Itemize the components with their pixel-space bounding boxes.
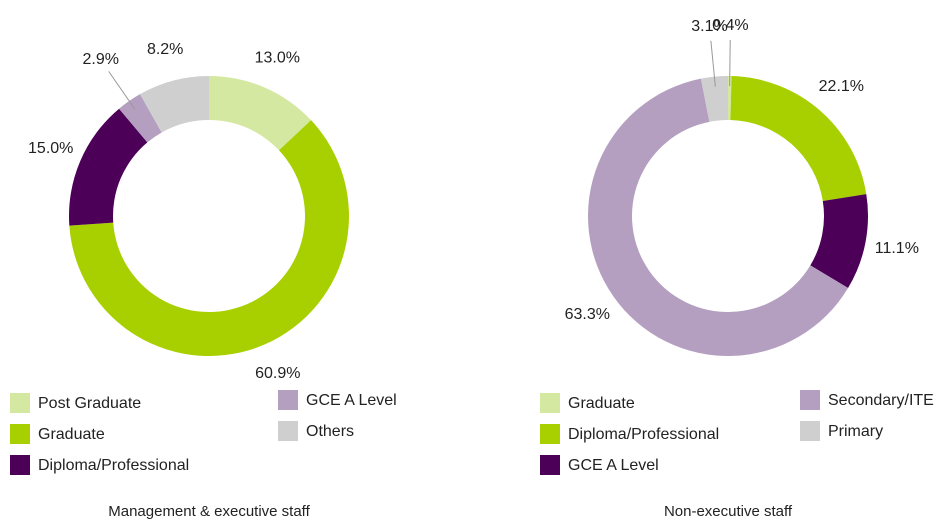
legend-swatch: [800, 421, 820, 441]
donut-segment: [119, 94, 162, 143]
donut-segment: [730, 76, 867, 201]
donut-segment: [700, 76, 728, 122]
donut-segment: [140, 76, 209, 133]
legend-swatch: [10, 424, 30, 444]
data-label: 2.9%: [82, 51, 118, 68]
data-label: 3.1%: [691, 18, 727, 35]
legend-label: GCE A Level: [568, 457, 659, 474]
legend-swatch: [278, 390, 298, 410]
leader-line: [710, 40, 716, 87]
legend-label: Graduate: [38, 426, 105, 443]
data-label: 15.0%: [28, 140, 73, 157]
legend-label: GCE A Level: [306, 392, 397, 409]
legend-label: Others: [306, 423, 354, 440]
data-label: 0.4%: [712, 17, 748, 34]
leader-line: [108, 71, 136, 110]
data-label: 13.0%: [255, 49, 300, 66]
chart-caption: Non-executive staff: [664, 503, 793, 520]
legend-swatch: [10, 393, 30, 413]
donut-segment: [810, 194, 868, 289]
legend-swatch: [10, 455, 30, 475]
data-label: 22.1%: [819, 78, 864, 95]
legend-swatch: [800, 390, 820, 410]
donut-segment: [209, 76, 312, 151]
chart-caption: Management & executive staff: [108, 503, 310, 520]
leader-line: [729, 40, 731, 87]
donut-segment: [728, 76, 732, 121]
legend-label: Secondary/ITE: [828, 392, 934, 409]
donut-segment: [69, 108, 148, 226]
legend-label: Graduate: [568, 395, 635, 412]
legend-swatch: [278, 421, 298, 441]
legend-swatch: [540, 455, 560, 475]
legend-label: Diploma/Professional: [568, 426, 719, 443]
data-label: 60.9%: [255, 365, 300, 382]
legend-swatch: [540, 424, 560, 444]
data-label: 11.1%: [875, 240, 919, 257]
legend-swatch: [540, 393, 560, 413]
data-label: 63.3%: [565, 306, 610, 323]
legend-label: Primary: [828, 423, 883, 440]
data-label: 8.2%: [147, 41, 183, 58]
donut-segment: [69, 120, 349, 356]
legend-label: Diploma/Professional: [38, 457, 189, 474]
donut-segment: [588, 78, 849, 356]
legend-label: Post Graduate: [38, 395, 141, 412]
